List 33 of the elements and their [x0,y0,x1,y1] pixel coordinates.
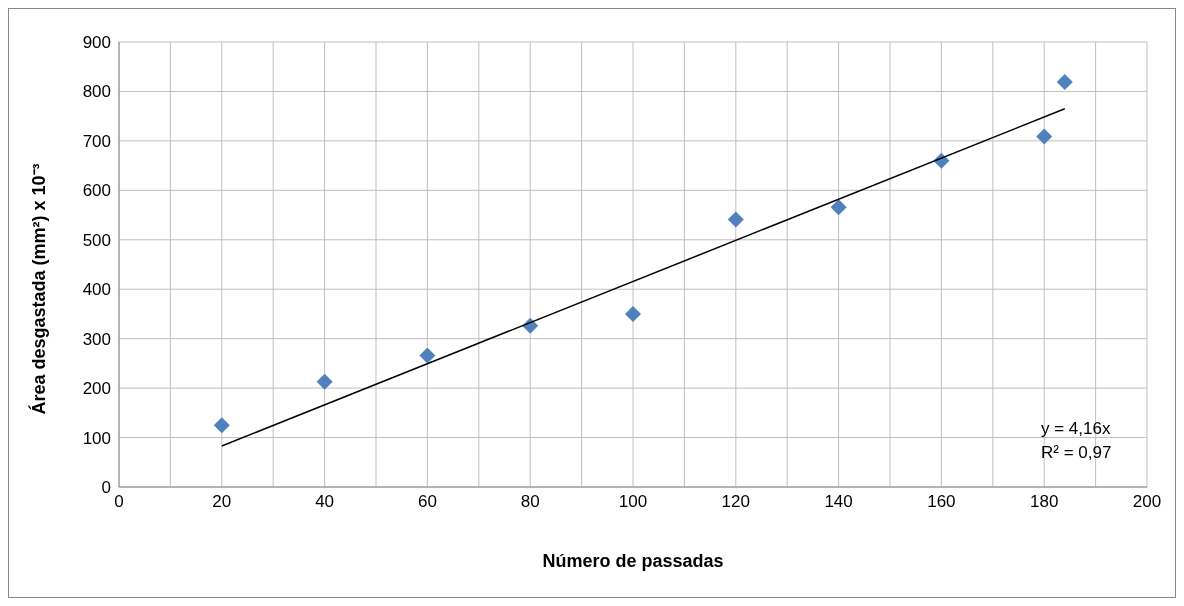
point [1036,128,1053,145]
point [625,305,641,322]
y-tick-label: 200 [82,379,111,399]
y-axis-title: Área desgastada (mm²) x 10⁻³ [28,163,50,415]
x-tick-label: 120 [721,492,750,512]
x-tick-label: 0 [114,492,124,512]
annotation: y = 4,16x [1041,418,1112,440]
y-tick-label: 300 [82,329,111,349]
y-tick-label: 500 [82,230,111,250]
annotation: R² = 0,97 [1041,442,1112,464]
y-tick-label: 700 [82,131,111,151]
x-axis-title: Número de passadas [542,551,724,571]
x-tick-label: 200 [1132,492,1162,512]
x-tick-label: 140 [824,492,853,512]
point [727,211,744,228]
point [419,347,436,364]
x-tick-label: 100 [618,492,648,512]
point [316,373,333,390]
x-tick-label: 20 [212,492,232,512]
point [213,417,230,434]
x-tick-label: 80 [520,492,540,512]
x-tick-label: 40 [315,492,335,512]
x-tick-label: 60 [417,492,437,512]
y-tick-label: 0 [101,478,111,498]
y-tick-label: 800 [82,82,111,102]
x-tick-label: 180 [1030,492,1059,512]
point [830,199,847,216]
y-tick-label: 600 [82,181,111,201]
y-tick-label: 400 [82,280,111,300]
y-tick-label: 900 [82,33,111,53]
point [1056,74,1073,91]
x-tick-label: 160 [927,492,956,512]
y-tick-label: 100 [82,428,111,448]
